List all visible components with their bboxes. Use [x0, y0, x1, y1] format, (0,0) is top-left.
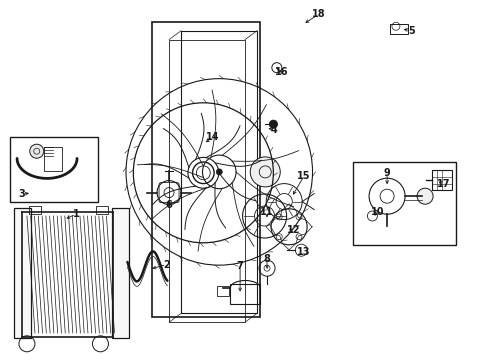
Bar [169, 40, 245, 322]
Text: 3: 3 [19, 189, 25, 199]
Text: 15: 15 [297, 171, 311, 181]
Text: 18: 18 [312, 9, 325, 19]
Bar [181, 31, 257, 313]
Text: 8: 8 [264, 254, 270, 264]
Text: 1: 1 [73, 209, 79, 219]
Bar [10, 137, 98, 202]
Text: 2: 2 [163, 260, 170, 270]
Bar [44, 147, 62, 171]
Text: 12: 12 [287, 225, 301, 235]
Text: 6: 6 [166, 200, 172, 210]
Text: 9: 9 [384, 168, 391, 178]
Bar [29, 206, 41, 214]
Text: 7: 7 [237, 261, 244, 271]
Bar [230, 284, 260, 305]
Bar [14, 208, 31, 338]
Bar [152, 22, 260, 317]
Circle shape [417, 188, 433, 204]
Circle shape [216, 169, 222, 175]
Text: 17: 17 [437, 179, 450, 189]
Text: 10: 10 [370, 207, 384, 217]
Text: 16: 16 [275, 67, 289, 77]
Bar [353, 162, 456, 245]
Text: 14: 14 [206, 132, 220, 142]
Bar [390, 24, 408, 35]
Text: 4: 4 [271, 125, 278, 135]
Text: 13: 13 [297, 247, 311, 257]
Circle shape [30, 144, 44, 158]
Bar [112, 208, 129, 338]
Bar [432, 170, 452, 190]
Circle shape [270, 120, 277, 128]
Circle shape [250, 157, 280, 187]
Text: 11: 11 [260, 207, 274, 217]
Bar [96, 206, 107, 214]
Text: 5: 5 [408, 26, 415, 36]
Bar [217, 286, 229, 296]
